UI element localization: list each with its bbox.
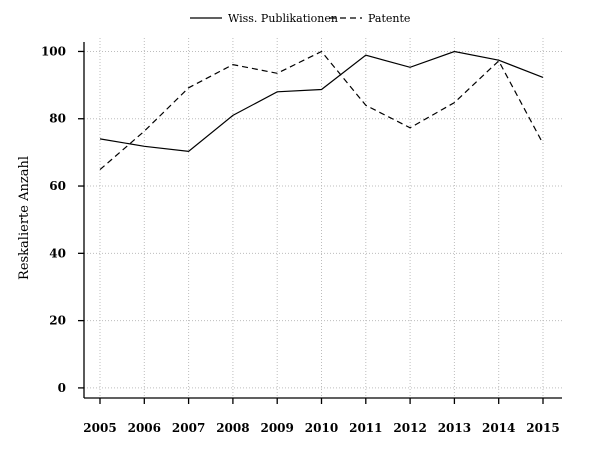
legend: Wiss. Publikationen Patente [190,12,410,25]
series [99,50,544,171]
y-tick-label-40: 40 [49,246,66,260]
x-tick-label-2014: 2014 [482,421,515,435]
gridlines [84,38,562,398]
x-tick-label-2012: 2012 [393,421,426,435]
y-tick-label-20: 20 [49,314,66,328]
x-tick-label-2009: 2009 [260,421,293,435]
series-line-patente [99,50,544,171]
series-line-publikationen [99,50,544,153]
x-tick-label-2006: 2006 [128,421,161,435]
y-tick-label-80: 80 [49,112,66,126]
tick-labels: 2005 2006 2007 2008 2009 2010 2011 2012 2013 2014… [41,44,560,435]
legend-label-publikationen: Wiss. Publikationen [228,12,338,25]
x-tick-label-2010: 2010 [305,421,338,435]
y-tick-label-100: 100 [41,44,66,58]
x-tick-label-2005: 2005 [83,421,116,435]
x-tick-label-2008: 2008 [216,421,249,435]
x-tick-label-2011: 2011 [349,421,382,435]
y-tick-label-60: 60 [49,179,66,193]
y-tick-label-0: 0 [58,381,66,395]
legend-label-patente: Patente [368,12,410,25]
x-tick-label-2015: 2015 [526,421,559,435]
x-tick-label-2007: 2007 [172,421,205,435]
y-axis-label: Reskalierte Anzahl [17,156,32,280]
axes [78,42,562,404]
x-tick-label-2013: 2013 [438,421,471,435]
